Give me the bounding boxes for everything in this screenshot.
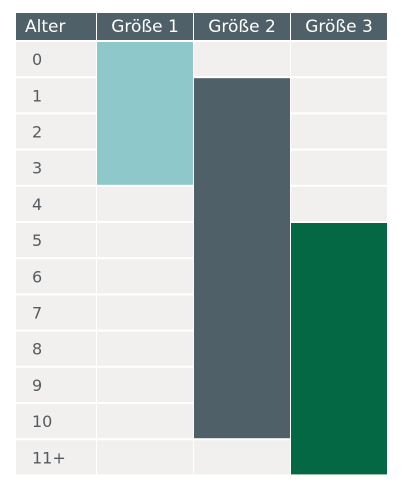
bar-groesse-3 <box>291 223 387 475</box>
cell-row-11-plus-col-0 <box>16 440 96 475</box>
header-divider <box>193 13 194 40</box>
age-label-7: 7 <box>32 304 42 323</box>
header-groesse-1: Größe 1 <box>111 17 179 37</box>
age-label-4: 4 <box>32 195 42 214</box>
header-groesse-3: Größe 3 <box>305 17 373 37</box>
cell-row-4-col-1 <box>97 186 193 221</box>
age-label-5: 5 <box>32 231 42 250</box>
age-label-3: 3 <box>32 159 42 178</box>
header-divider <box>290 13 291 40</box>
bar-groesse-2 <box>194 78 290 439</box>
cell-row-9-col-1 <box>97 367 193 402</box>
cell-row-8-col-1 <box>97 331 193 366</box>
cell-row-3-col-3 <box>291 150 387 185</box>
header-row: Alter Größe 1 Größe 2 Größe 3 <box>16 13 387 40</box>
age-label-2: 2 <box>32 123 42 142</box>
cell-row-3-col-0 <box>16 150 96 185</box>
age-labels: 0 1 2 3 4 5 6 7 8 9 10 11+ <box>32 50 66 467</box>
cell-row-2-col-3 <box>291 114 387 149</box>
cell-row-5-col-1 <box>97 223 193 258</box>
cell-row-7-col-0 <box>16 295 96 330</box>
header-divider <box>96 13 97 40</box>
cell-row-10-col-1 <box>97 404 193 439</box>
cell-row-8-col-0 <box>16 331 96 366</box>
cell-row-9-col-0 <box>16 367 96 402</box>
cell-row-10-col-0 <box>16 404 96 439</box>
cell-row-0-col-2 <box>194 42 290 77</box>
cell-row-6-col-1 <box>97 259 193 294</box>
cell-row-5-col-0 <box>16 223 96 258</box>
age-label-9: 9 <box>32 376 42 395</box>
header-background <box>16 13 387 40</box>
age-label-10: 10 <box>32 412 52 431</box>
header-alter: Alter <box>25 17 65 37</box>
age-label-11-plus: 11+ <box>32 448 66 467</box>
cell-row-7-col-1 <box>97 295 193 330</box>
cell-row-6-col-0 <box>16 259 96 294</box>
age-label-1: 1 <box>32 86 42 105</box>
cell-row-4-col-0 <box>16 186 96 221</box>
cell-row-11-plus-col-1 <box>97 440 193 475</box>
cell-row-0-col-3 <box>291 42 387 77</box>
age-label-0: 0 <box>32 50 42 69</box>
bar-groesse-1 <box>97 42 193 185</box>
header-groesse-2: Größe 2 <box>208 17 276 37</box>
cell-row-1-col-0 <box>16 78 96 113</box>
cell-row-1-col-3 <box>291 78 387 113</box>
cell-row-4-col-3 <box>291 186 387 221</box>
cell-row-2-col-0 <box>16 114 96 149</box>
cell-row-11-plus-col-2 <box>194 440 290 475</box>
age-label-6: 6 <box>32 267 42 286</box>
age-label-8: 8 <box>32 340 42 359</box>
size-bars <box>97 42 387 475</box>
cell-row-0-col-0 <box>16 42 96 77</box>
